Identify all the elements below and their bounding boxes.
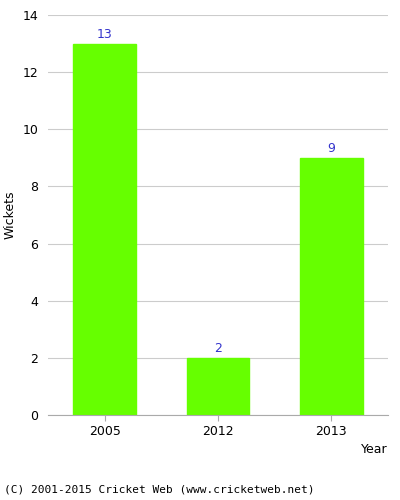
Y-axis label: Wickets: Wickets — [4, 190, 17, 240]
Bar — [300, 158, 362, 415]
Bar — [187, 358, 249, 415]
Text: 2: 2 — [214, 342, 222, 355]
Text: 13: 13 — [97, 28, 112, 40]
Bar — [74, 44, 136, 415]
Text: (C) 2001-2015 Cricket Web (www.cricketweb.net): (C) 2001-2015 Cricket Web (www.cricketwe… — [4, 485, 314, 495]
Text: 9: 9 — [327, 142, 335, 155]
Text: Year: Year — [361, 443, 388, 456]
